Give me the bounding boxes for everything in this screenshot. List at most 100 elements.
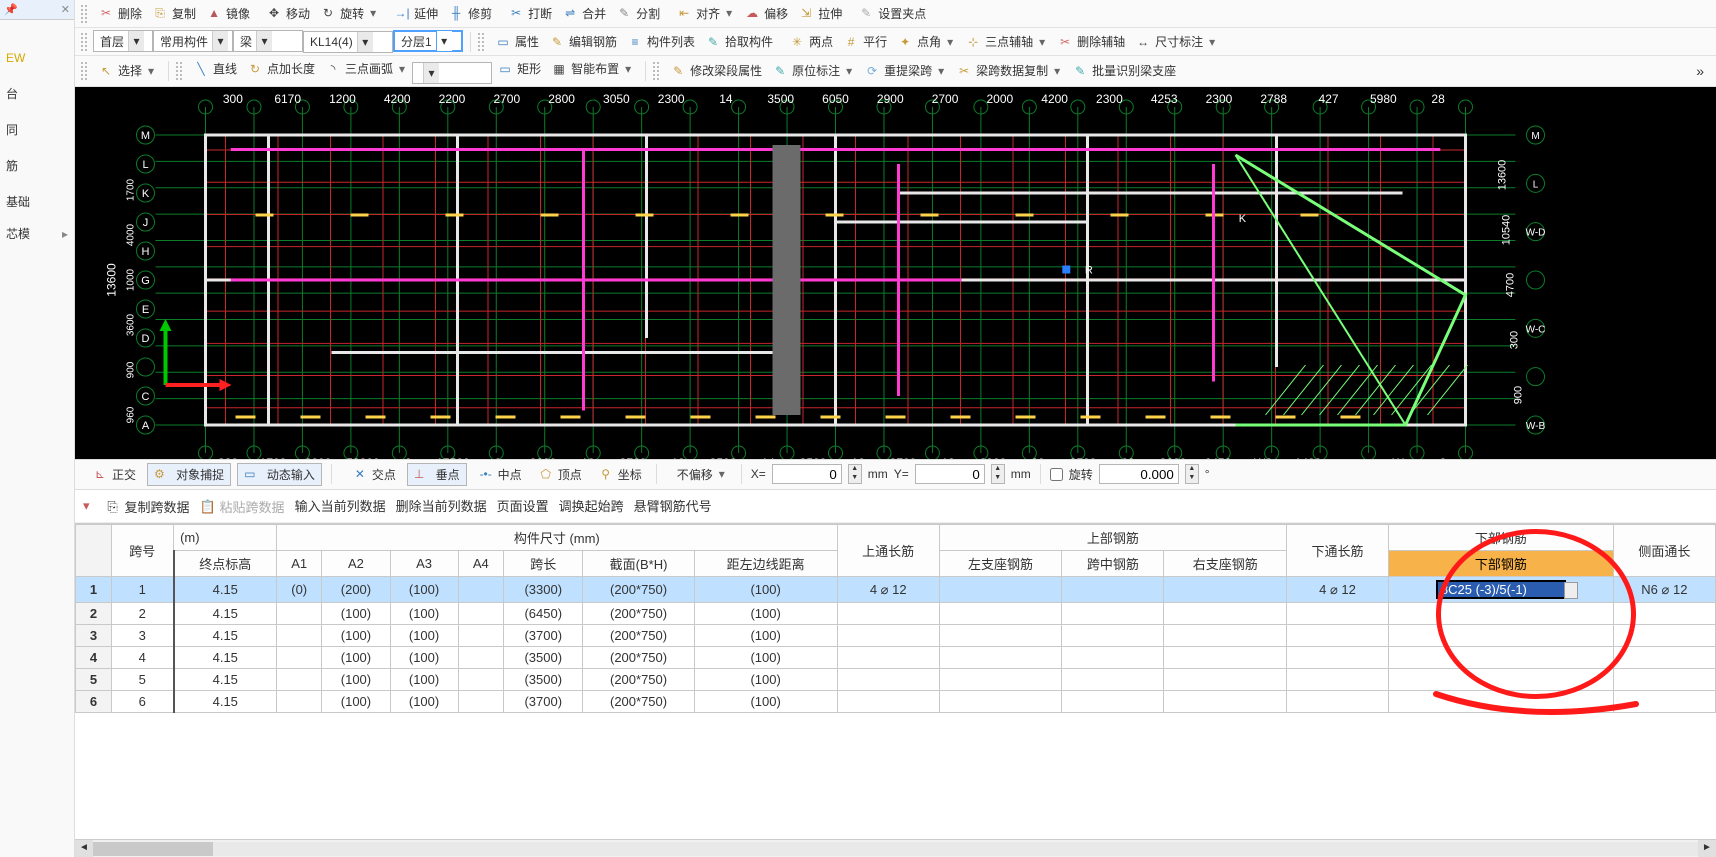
snap-vertex[interactable]: ⬠顶点 — [533, 464, 587, 485]
scroll-left-icon[interactable]: ◄ — [75, 840, 93, 857]
toolbar-grip[interactable] — [653, 62, 659, 80]
cell-kzj[interactable] — [1062, 691, 1164, 713]
cell-kh[interactable]: 6 — [112, 691, 174, 713]
col-zzz[interactable]: 左支座钢筋 — [939, 551, 1062, 577]
table-row[interactable]: 554.15(100)(100)(3500)(200*750)(100) — [76, 669, 1716, 691]
cell-a3[interactable]: (100) — [390, 625, 458, 647]
row-header[interactable]: 6 — [76, 691, 112, 713]
dropdown-icon[interactable]: ▾ — [1207, 34, 1217, 50]
cell-kh[interactable]: 3 — [112, 625, 174, 647]
cell-zdbg[interactable]: 4.15 — [174, 625, 277, 647]
dropdown-icon[interactable]: ▾ — [146, 63, 156, 79]
data-dropdown-icon[interactable]: ▾ — [83, 498, 90, 514]
snap-coord[interactable]: ⚲坐标 — [593, 464, 647, 485]
cell-jm[interactable]: (200*750) — [583, 669, 694, 691]
批量识别梁支座-button[interactable]: ✎批量识别梁支座 — [1067, 60, 1181, 81]
x-spinner[interactable]: ▲▼ — [848, 464, 862, 484]
sidebar-item[interactable]: 同 — [4, 114, 70, 146]
cell-xtcj[interactable] — [1286, 691, 1388, 713]
cell-jl[interactable]: (100) — [694, 669, 837, 691]
cell-a1[interactable] — [276, 603, 321, 625]
cell-a2[interactable]: (100) — [322, 691, 390, 713]
col-yzz[interactable]: 右支座钢筋 — [1164, 551, 1287, 577]
cell-xtcj[interactable] — [1286, 625, 1388, 647]
cell-xbgj[interactable]: 8C25 (-3)/5(-1) — [1389, 577, 1614, 603]
dropdown-icon[interactable]: ▾ — [436, 31, 452, 51]
table-row[interactable]: 114.15(0)(200)(100)(3300)(200*750)(100)4… — [76, 577, 1716, 603]
cell-xbgj[interactable] — [1389, 625, 1614, 647]
cell-xtcj[interactable] — [1286, 669, 1388, 691]
x-input[interactable] — [772, 464, 842, 484]
cell-yzz[interactable] — [1164, 669, 1287, 691]
cell-xtcj[interactable] — [1286, 603, 1388, 625]
删除当前列数据-button[interactable]: 删除当前列数据 — [391, 494, 492, 517]
group-gj[interactable]: 构件尺寸 (mm) — [276, 525, 837, 551]
cell-a1[interactable] — [276, 669, 321, 691]
data-grid[interactable]: 跨号(m)构件尺寸 (mm)上通长筋上部钢筋下通长筋下部钢筋侧面通长终点标高A1… — [75, 523, 1716, 839]
sidebar-item[interactable]: 芯模 ▸ — [4, 218, 70, 250]
combo-empty[interactable]: ▾ — [412, 62, 492, 84]
cell-jm[interactable]: (200*750) — [583, 625, 694, 647]
table-row[interactable]: 224.15(100)(100)(6450)(200*750)(100) — [76, 603, 1716, 625]
cell-kzj[interactable] — [1062, 647, 1164, 669]
dropdown-icon[interactable]: ▾ — [1052, 63, 1062, 79]
输入当前列数据-button[interactable]: 输入当前列数据 — [290, 494, 391, 517]
cell-a3[interactable]: (100) — [390, 577, 458, 603]
cell-zzz[interactable] — [939, 603, 1062, 625]
row-header[interactable]: 3 — [76, 625, 112, 647]
dropdown-icon[interactable]: ▾ — [623, 61, 633, 77]
三点画弧-button[interactable]: ◝三点画弧▾ — [320, 58, 412, 79]
group-dn[interactable]: 下部钢筋 — [1389, 525, 1614, 551]
cell-kh[interactable]: 4 — [112, 647, 174, 669]
col-a3[interactable]: A3 — [390, 551, 458, 577]
toolbar-grip[interactable] — [81, 33, 87, 51]
cell-cmtc[interactable] — [1613, 647, 1715, 669]
cell-a4[interactable] — [458, 647, 503, 669]
cell-a4[interactable] — [458, 691, 503, 713]
cell-a1[interactable] — [276, 691, 321, 713]
对齐-button[interactable]: ⇤对齐▾ — [671, 3, 739, 24]
table-row[interactable]: 334.15(100)(100)(3700)(200*750)(100) — [76, 625, 1716, 647]
col-kh[interactable]: 跨号 — [112, 525, 174, 577]
cell-xtcj[interactable] — [1286, 647, 1388, 669]
悬臂钢筋代号-button[interactable]: 悬臂钢筋代号 — [629, 494, 717, 517]
直线-button[interactable]: ╲直线 — [188, 58, 242, 79]
修改梁段属性-button[interactable]: ✎修改梁段属性 — [665, 60, 767, 81]
cell-zdbg[interactable]: 4.15 — [174, 647, 277, 669]
dropdown-icon[interactable]: ▾ — [397, 61, 407, 77]
cell-stcj[interactable] — [837, 603, 939, 625]
cell-zdbg[interactable]: 4.15 — [174, 691, 277, 713]
dropdown-icon[interactable]: ▾ — [212, 31, 228, 51]
尺寸标注-button[interactable]: ↔尺寸标注▾ — [1130, 31, 1222, 52]
col-kzj[interactable]: 跨中钢筋 — [1062, 551, 1164, 577]
点角-button[interactable]: ✦点角▾ — [892, 31, 960, 52]
cell-stcj[interactable]: 4 ⌀ 12 — [837, 577, 939, 603]
col-a2[interactable]: A2 — [322, 551, 390, 577]
移动-button[interactable]: ✥移动 — [261, 3, 315, 24]
cell-xbgj[interactable] — [1389, 669, 1614, 691]
两点-button[interactable]: ✳两点 — [784, 31, 838, 52]
cell-xbgj[interactable] — [1389, 691, 1614, 713]
平行-button[interactable]: #平行 — [838, 31, 892, 52]
toolbar-overflow-icon[interactable]: » — [1690, 63, 1710, 79]
cell-zzz[interactable] — [939, 669, 1062, 691]
dropdown-icon[interactable]: ▾ — [256, 31, 272, 51]
删除辅轴-button[interactable]: ✂删除辅轴 — [1052, 31, 1130, 52]
dyninput-toggle[interactable]: ▭ 动态输入 — [237, 463, 322, 486]
sidebar-item[interactable]: 基础 — [4, 186, 70, 218]
三点辅轴-button[interactable]: ⊹三点辅轴▾ — [960, 31, 1052, 52]
snap-perpendicular[interactable]: ⊥ 垂点 — [407, 463, 467, 486]
cell-jm[interactable]: (200*750) — [583, 577, 694, 603]
cell-jl[interactable]: (100) — [694, 577, 837, 603]
col-rownum[interactable] — [76, 525, 112, 577]
col-zdbg[interactable]: 终点标高 — [174, 551, 277, 577]
cell-cmtc[interactable] — [1613, 625, 1715, 647]
col-xtcj[interactable]: 下通长筋 — [1286, 525, 1388, 577]
设置夹点-button[interactable]: ✎设置夹点 — [853, 3, 931, 24]
sidebar-item[interactable]: 台 — [4, 78, 70, 110]
延伸-button[interactable]: →|延伸 — [389, 3, 443, 24]
cell-a4[interactable] — [458, 577, 503, 603]
cell-xbgj[interactable] — [1389, 647, 1614, 669]
cell-a1[interactable]: (0) — [276, 577, 321, 603]
cell-a2[interactable]: (100) — [322, 603, 390, 625]
